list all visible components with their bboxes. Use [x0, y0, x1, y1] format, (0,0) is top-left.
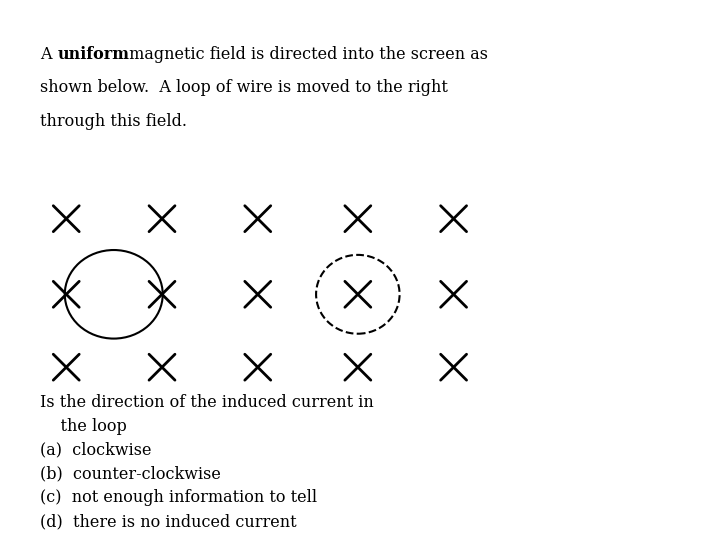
Text: A: A	[40, 46, 56, 63]
Text: shown below.  A loop of wire is moved to the right: shown below. A loop of wire is moved to …	[40, 79, 447, 96]
Text: Is the direction of the induced current in: Is the direction of the induced current …	[40, 394, 374, 411]
Text: (b)  counter-clockwise: (b) counter-clockwise	[40, 465, 220, 482]
Text: uniform: uniform	[58, 46, 130, 63]
Text: (d)  there is no induced current: (d) there is no induced current	[40, 513, 296, 530]
Text: through this field.: through this field.	[40, 113, 186, 130]
Text: (a)  clockwise: (a) clockwise	[40, 442, 151, 458]
Text: magnetic field is directed into the screen as: magnetic field is directed into the scre…	[124, 46, 488, 63]
Text: the loop: the loop	[40, 418, 126, 435]
Text: (c)  not enough information to tell: (c) not enough information to tell	[40, 489, 317, 506]
